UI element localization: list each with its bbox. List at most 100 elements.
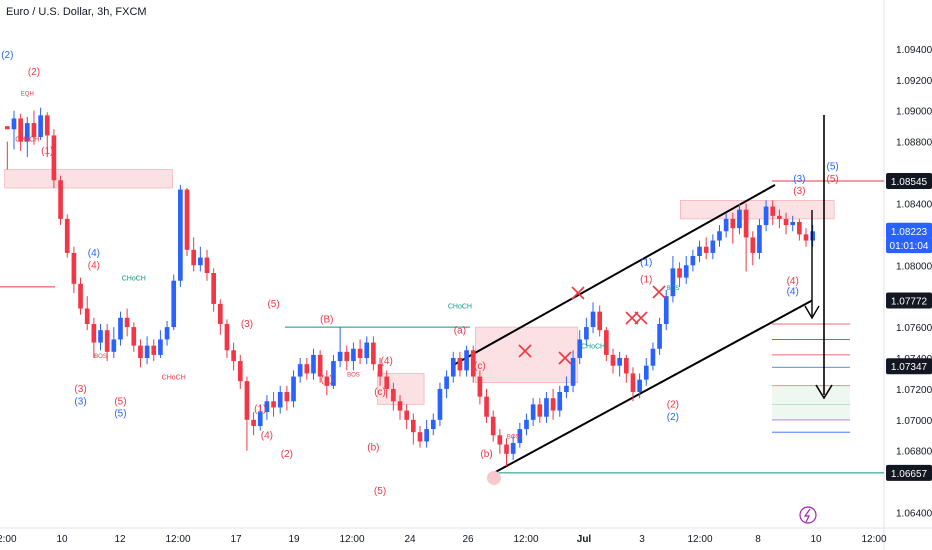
y-tick-label: 1.09200 bbox=[896, 76, 932, 87]
candle-body bbox=[750, 237, 756, 253]
candle-body bbox=[797, 222, 802, 235]
candle-body bbox=[118, 317, 123, 340]
structure-annotation: CHoCH bbox=[15, 137, 39, 144]
candle-body bbox=[610, 354, 616, 366]
x-mark-icon bbox=[518, 344, 532, 358]
candle-body bbox=[557, 392, 563, 411]
candle-body bbox=[104, 330, 110, 352]
wave-label-red: (3) bbox=[241, 319, 253, 330]
candle-body bbox=[570, 358, 576, 386]
candle-body bbox=[617, 358, 622, 366]
wave-label-red: (c) bbox=[474, 361, 486, 372]
candle-body bbox=[291, 376, 296, 402]
candle-body bbox=[171, 280, 177, 328]
wave-label-red: (c) bbox=[374, 387, 386, 398]
candle-body bbox=[723, 218, 729, 232]
price-label-bg bbox=[886, 237, 932, 254]
candle-body bbox=[324, 376, 330, 386]
candle-body bbox=[404, 410, 410, 420]
candle-body bbox=[544, 398, 549, 417]
wave-label-red: (2) bbox=[281, 449, 293, 460]
candle-body bbox=[803, 234, 809, 241]
wave-label-red: (5) bbox=[827, 174, 839, 185]
candle-body bbox=[663, 296, 669, 324]
candle-body bbox=[84, 308, 90, 324]
candle-body bbox=[138, 345, 143, 358]
candle-body bbox=[650, 348, 656, 366]
candle-body bbox=[18, 118, 23, 142]
candle-body bbox=[24, 123, 30, 142]
candle-body bbox=[770, 206, 776, 216]
wave-label-blue: (5) bbox=[827, 161, 839, 172]
x-mark-icon bbox=[634, 311, 648, 325]
candle-body bbox=[450, 358, 456, 377]
x-tick-label: 12:00 bbox=[339, 534, 364, 545]
candle-body bbox=[577, 339, 583, 358]
wave-label-red: (a) bbox=[321, 375, 333, 386]
candle-body bbox=[371, 342, 376, 365]
candle-body bbox=[251, 419, 256, 426]
candle-body bbox=[703, 246, 709, 253]
price-label: 1.07347 bbox=[891, 362, 928, 373]
x-tick-label: 12 bbox=[114, 534, 126, 545]
candle-body bbox=[184, 189, 190, 250]
candle-body bbox=[524, 419, 529, 430]
x-tick-label: 12:00 bbox=[165, 534, 190, 545]
wave-label-red: (5) bbox=[374, 486, 386, 497]
candle-body bbox=[64, 218, 70, 253]
wave-label-blue: (2) bbox=[1, 50, 13, 61]
candle-body bbox=[31, 123, 37, 137]
candle-body bbox=[4, 126, 10, 130]
candle-body bbox=[257, 412, 263, 426]
candle-body bbox=[710, 240, 716, 253]
wave-label-red: (4) bbox=[88, 260, 100, 271]
candle-body bbox=[670, 268, 676, 297]
candle-body bbox=[777, 215, 782, 219]
supply-zone bbox=[4, 169, 173, 189]
wave-label-red: (4) bbox=[261, 430, 273, 441]
candle-body bbox=[470, 350, 476, 377]
candle-body bbox=[657, 324, 662, 349]
wave-label-red: (a) bbox=[454, 325, 466, 336]
candle-body bbox=[564, 385, 569, 392]
wave-label-blue: (5) bbox=[114, 409, 126, 420]
channel-lower-line bbox=[493, 299, 813, 474]
wave-label-blue: (3) bbox=[793, 174, 805, 185]
candle-body bbox=[504, 444, 509, 454]
candle-body bbox=[304, 364, 310, 374]
x-tick-label: 10 bbox=[56, 534, 68, 545]
y-tick-label: 1.07200 bbox=[896, 385, 932, 396]
x-tick-label: 3 bbox=[639, 534, 645, 545]
wave-label-red: (5) bbox=[267, 299, 279, 310]
price-label: 1.08223 bbox=[891, 227, 928, 238]
wave-label-red: (4) bbox=[381, 356, 393, 367]
y-tick-label: 1.08800 bbox=[896, 138, 932, 149]
candle-body bbox=[530, 404, 536, 420]
candle-body bbox=[477, 376, 483, 397]
x-tick-label: 12:00 bbox=[861, 534, 886, 545]
structure-annotation: CHoCH bbox=[581, 344, 605, 351]
x-tick-label: 17 bbox=[230, 534, 242, 545]
candle-body bbox=[271, 401, 276, 408]
price-label: 1.06657 bbox=[891, 469, 928, 480]
candle-body bbox=[697, 246, 702, 256]
wave-label-red: (1) bbox=[640, 274, 652, 285]
candle-body bbox=[384, 376, 390, 389]
candle-body bbox=[224, 324, 230, 351]
x-tick-label: 12:00 bbox=[0, 534, 17, 545]
wave-label-blue: (2) bbox=[667, 412, 679, 423]
wave-label-red: (1) bbox=[254, 404, 266, 415]
y-tick-label: 1.06800 bbox=[896, 447, 932, 458]
candle-body bbox=[437, 388, 443, 420]
candle-body bbox=[517, 429, 523, 443]
price-label-bg bbox=[886, 222, 932, 239]
wave-label-red: (3) bbox=[74, 384, 86, 395]
candle-body bbox=[351, 348, 356, 362]
x-tick-label: 24 bbox=[404, 534, 416, 545]
candle-body bbox=[790, 222, 796, 226]
x-mark-icon bbox=[652, 285, 666, 299]
candle-body bbox=[98, 330, 103, 343]
candle-body bbox=[604, 330, 609, 355]
